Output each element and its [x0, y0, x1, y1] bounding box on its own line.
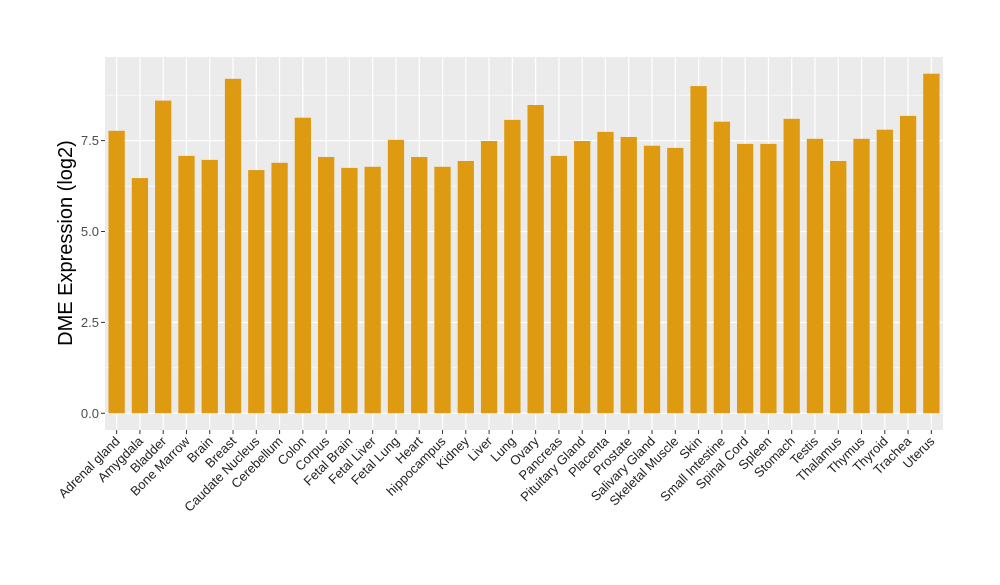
bar-salivary-gland — [643, 145, 661, 414]
bar-thyroid — [876, 129, 893, 414]
bar-thalamus — [830, 160, 847, 414]
bar-pancreas — [550, 155, 568, 414]
bar-breast — [224, 78, 242, 414]
bar-skin — [690, 86, 707, 414]
y-axis-label: DME Expression (log2) — [55, 140, 77, 346]
bar-colon — [294, 117, 312, 414]
bar-thymus — [853, 138, 870, 414]
bar-testis — [806, 138, 824, 414]
bar-spleen — [760, 143, 777, 414]
bar-lung — [504, 119, 521, 414]
bar-stomach — [783, 118, 800, 414]
bar-fetal-liver — [364, 166, 381, 414]
bar-caudate-nucleus — [248, 170, 265, 414]
bar-bone-marrow — [178, 155, 195, 414]
bar-heart — [411, 156, 428, 414]
bar-skeletal-muscle — [667, 147, 684, 414]
y-tick-label: 5.0 — [81, 224, 99, 239]
bar-amygdala — [131, 178, 149, 414]
bar-small-intestine — [713, 121, 731, 414]
bar-kidney — [457, 160, 474, 414]
bar-cerebellum — [271, 162, 288, 414]
y-tick-label: 7.5 — [81, 133, 99, 148]
bar-pituitary-gland — [574, 140, 591, 414]
x-tick-label: Liver — [465, 433, 496, 464]
y-axis: 0.0 2.5 5.0 7.5 — [81, 133, 105, 421]
bar-fetal-lung — [387, 139, 405, 414]
bar-placenta — [597, 131, 614, 414]
bar-spinal-cord — [736, 143, 754, 414]
bar-prostate — [620, 136, 637, 414]
bars — [108, 73, 940, 414]
bar-fetal-brain — [341, 167, 358, 414]
y-tick-label: 0.0 — [81, 406, 99, 421]
bar-bladder — [155, 100, 172, 414]
bar-corpus — [317, 156, 335, 414]
bar-ovary — [527, 104, 544, 414]
bar-brain — [201, 159, 218, 414]
bar-adrenal-gland — [108, 130, 125, 414]
bar-hippocampus — [434, 166, 451, 414]
bar-uterus — [923, 73, 940, 414]
bar-liver — [480, 140, 498, 414]
bar-trachea — [899, 115, 917, 414]
y-tick-label: 2.5 — [81, 315, 99, 330]
